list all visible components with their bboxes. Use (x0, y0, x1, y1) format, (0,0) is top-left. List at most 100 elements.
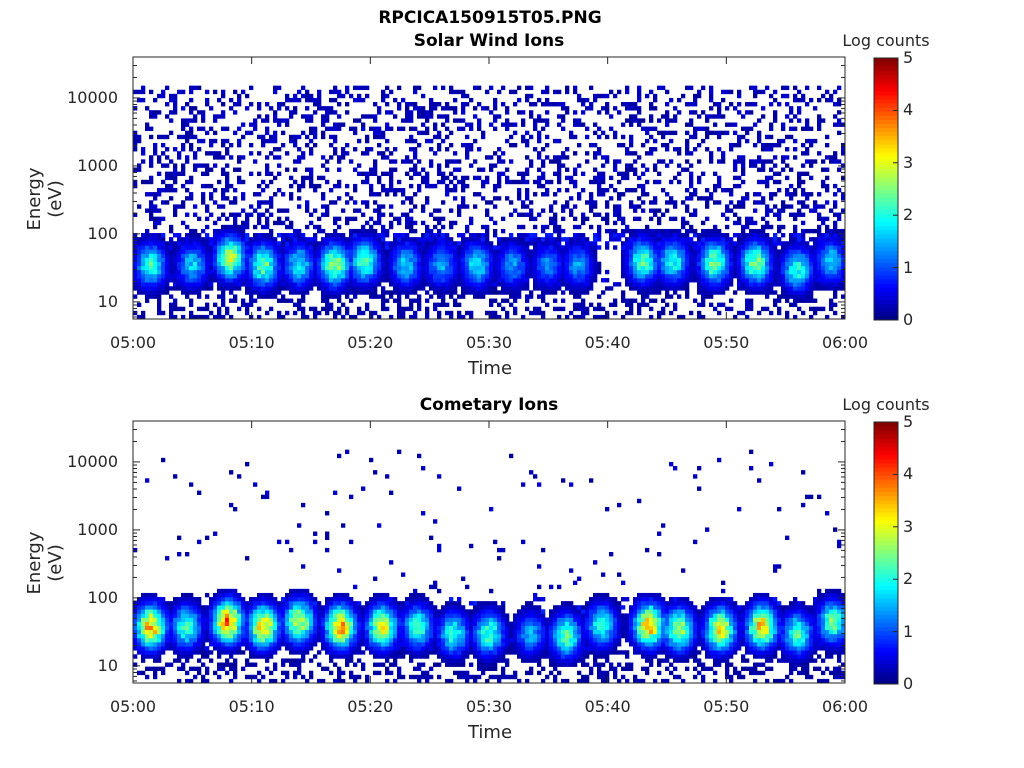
heatmap-cell (237, 212, 242, 217)
heatmap-cell (333, 97, 338, 103)
heatmap-cell (285, 167, 290, 172)
heatmap-cell (497, 249, 502, 254)
heatmap-cell (761, 273, 766, 279)
heatmap-cell (413, 89, 418, 95)
heatmap-cell (537, 237, 542, 242)
heatmap-cell (625, 269, 630, 275)
heatmap-cell (817, 241, 822, 246)
heatmap-cell (317, 216, 322, 222)
heatmap-cell (265, 290, 270, 295)
heatmap-cell (757, 237, 762, 242)
heatmap-cell (805, 228, 810, 234)
heatmap-cell (493, 114, 498, 119)
heatmap-cell (553, 216, 558, 222)
heatmap-cell (581, 298, 586, 303)
heatmap-cell (325, 114, 330, 119)
heatmap-cell (189, 273, 194, 279)
heatmap-cell (489, 163, 494, 168)
heatmap-cell (729, 282, 734, 287)
heatmap-cell (657, 273, 662, 279)
heatmap-cell (245, 306, 250, 312)
heatmap-cell (233, 282, 238, 287)
heatmap-cell (365, 114, 370, 119)
heatmap-cell (425, 130, 430, 136)
heatmap-cell (253, 278, 258, 283)
heatmap-cell (161, 290, 166, 295)
heatmap-cell (753, 253, 758, 258)
heatmap-cell (801, 241, 806, 246)
heatmap-cell (793, 93, 798, 99)
heatmap-cell (389, 290, 394, 295)
heatmap-cell (145, 286, 150, 291)
heatmap-cell (833, 151, 838, 156)
heatmap-cell (405, 249, 410, 254)
heatmap-cell (801, 237, 806, 242)
heatmap-cell (257, 278, 262, 283)
heatmap-cell (497, 237, 502, 242)
heatmap-cell (613, 228, 618, 234)
heatmap-cell (501, 245, 506, 250)
heatmap-cell (425, 245, 430, 250)
heatmap-cell (717, 237, 722, 242)
heatmap-cell (677, 269, 682, 275)
heatmap-cell (217, 278, 222, 283)
heatmap-cell (265, 220, 270, 226)
heatmap-cell (421, 93, 426, 99)
heatmap-cell (193, 237, 198, 242)
heatmap-cell (265, 286, 270, 291)
heatmap-cell (265, 233, 270, 238)
heatmap-cell (409, 269, 414, 275)
heatmap-cell (361, 290, 366, 295)
heatmap-cell (465, 237, 470, 242)
heatmap-cell (489, 216, 494, 222)
heatmap-cell (713, 249, 718, 254)
heatmap-cell (625, 175, 630, 181)
heatmap-cell (365, 302, 370, 308)
heatmap-cell (433, 257, 438, 262)
heatmap-cell (157, 269, 162, 275)
heatmap-cell (265, 253, 270, 258)
heatmap-cell (257, 269, 262, 275)
heatmap-cell (753, 93, 758, 99)
heatmap-cell (757, 233, 762, 238)
heatmap-cell (413, 286, 418, 291)
heatmap-cell (525, 257, 530, 262)
heatmap-cell (425, 138, 430, 144)
heatmap-cell (181, 253, 186, 258)
heatmap-cell (257, 273, 262, 279)
heatmap-cell (425, 114, 430, 119)
heatmap-cell (389, 265, 394, 271)
heatmap-cell (337, 310, 342, 316)
heatmap-cell (489, 122, 494, 127)
heatmap-cell (469, 273, 474, 279)
heatmap-cell (261, 249, 266, 254)
heatmap-cell (325, 290, 330, 295)
heatmap-cell (737, 142, 742, 148)
heatmap-cell (629, 253, 634, 258)
heatmap-cell (777, 102, 782, 107)
heatmap-cell (329, 233, 334, 238)
heatmap-cell (761, 147, 766, 152)
heatmap-cell (525, 85, 530, 91)
heatmap-cell (353, 130, 358, 136)
heatmap-cell (449, 179, 454, 185)
heatmap-cell (341, 93, 346, 99)
heatmap-cell (333, 310, 338, 316)
heatmap-cell (565, 253, 570, 258)
heatmap-cell (333, 269, 338, 275)
heatmap-cell (585, 241, 590, 246)
heatmap-cell (805, 282, 810, 287)
heatmap-cell (569, 208, 574, 213)
heatmap-cell (165, 278, 170, 283)
heatmap-cell (297, 249, 302, 254)
heatmap-cell (485, 89, 490, 95)
heatmap-cell (181, 269, 186, 275)
heatmap-cell (793, 265, 798, 271)
heatmap-cell (141, 290, 146, 295)
heatmap-cell (305, 278, 310, 283)
heatmap-cell (725, 282, 730, 287)
heatmap-cell (473, 192, 478, 197)
heatmap-cell (321, 192, 326, 197)
heatmap-cell (205, 233, 210, 238)
heatmap-cell (553, 241, 558, 246)
